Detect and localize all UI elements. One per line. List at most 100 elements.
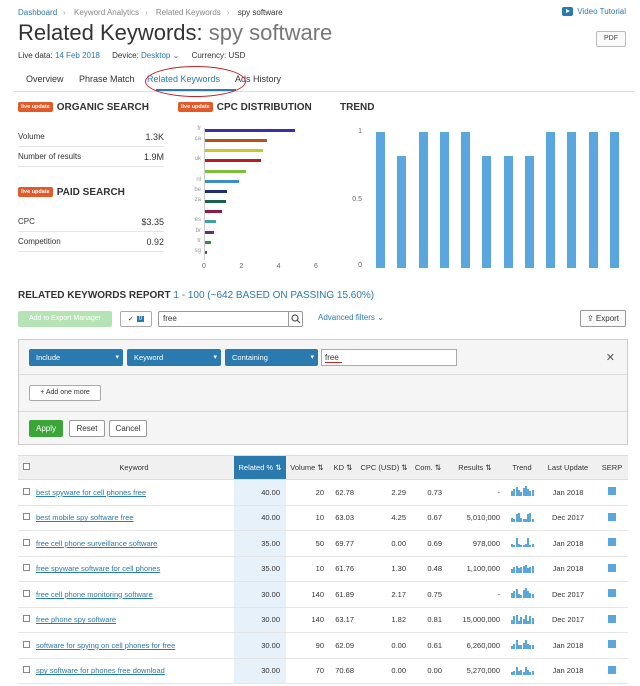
cpc-bar xyxy=(205,159,261,163)
trend-bar xyxy=(482,156,492,268)
trend-sparkline xyxy=(504,556,540,582)
col-volume[interactable]: Volume ⇅ xyxy=(286,455,328,480)
filter-search-input[interactable]: free xyxy=(158,311,303,327)
keyword-link[interactable]: free cell phone monitoring software xyxy=(34,581,234,608)
pdf-button[interactable]: PDF xyxy=(596,31,626,47)
keyword-link[interactable]: free phone spy software xyxy=(34,607,234,633)
row-checkbox[interactable] xyxy=(18,556,34,582)
advanced-filters-toggle[interactable]: Advanced filters ⌄ xyxy=(318,313,384,322)
sparkline-bar xyxy=(531,565,534,573)
serp-icon[interactable] xyxy=(596,505,628,531)
cpc-distribution-heading: live update CPC DISTRIBUTION xyxy=(178,102,312,113)
cpc-x-tick: 4 xyxy=(276,263,281,270)
page-title-text: Related Keywords: xyxy=(18,20,203,45)
cpc-value: 0.00 xyxy=(358,530,410,557)
include-select[interactable]: Include ▾ xyxy=(29,349,123,366)
sparkline-bar xyxy=(511,568,513,573)
kd-value: 62.78 xyxy=(328,479,358,506)
organic-volume-row: Volume 1.3K xyxy=(18,127,164,147)
select-all-checkbox[interactable] xyxy=(18,455,34,480)
report-range: 1 - 100 (~642 BASED ON PASSING 15.60%) xyxy=(173,290,375,301)
tab-ads-history[interactable]: Ads History xyxy=(235,74,282,84)
live-data-date[interactable]: 14 Feb 2018 xyxy=(54,51,100,60)
serp-icon[interactable] xyxy=(596,658,628,684)
sparkline-bar xyxy=(524,588,527,599)
row-checkbox[interactable] xyxy=(18,632,34,659)
col-related[interactable]: Related % ⇅ xyxy=(234,455,286,480)
serp-icon[interactable] xyxy=(596,632,628,659)
device-dropdown[interactable]: Desktop ⌄ xyxy=(141,51,180,60)
sparkline-bar xyxy=(515,614,518,624)
trend-sparkline xyxy=(504,505,540,531)
cpc-value: 2.17 xyxy=(358,581,410,608)
serp-icon[interactable] xyxy=(596,530,628,557)
col-results[interactable]: Results ⇅ xyxy=(446,455,504,480)
export-button[interactable]: ⇪ Export xyxy=(580,310,626,327)
cpc-x-tick: 6 xyxy=(314,263,318,270)
sparkline-bar xyxy=(527,489,530,497)
selected-count-toggle[interactable]: ✓ 0 xyxy=(120,311,152,327)
breadcrumb-related-keywords[interactable]: Related Keywords xyxy=(155,8,221,17)
chevron-down-icon: ▾ xyxy=(115,354,119,361)
paid-search-heading: live update PAID SEARCH xyxy=(18,187,125,198)
keyword-link[interactable]: spy software for phones free download xyxy=(34,658,234,684)
sparkline-bar xyxy=(517,670,520,675)
cpc-value: 0.00 xyxy=(358,632,410,659)
col-kd[interactable]: KD ⇅ xyxy=(328,455,358,480)
filter-value-input[interactable]: free xyxy=(321,349,457,366)
keyword-link[interactable]: best mobile spy software free xyxy=(34,505,234,531)
row-checkbox[interactable] xyxy=(18,658,34,684)
operator-select[interactable]: Containing ▾ xyxy=(225,349,318,366)
sparkline-bar xyxy=(527,591,530,599)
cpc-category-label: es xyxy=(194,217,201,224)
field-select[interactable]: Keyword ▾ xyxy=(127,349,221,366)
row-checkbox[interactable] xyxy=(18,607,34,633)
trend-bar xyxy=(397,156,407,268)
breadcrumb-keyword-analytics[interactable]: Keyword Analytics xyxy=(74,8,139,17)
tab-phrase-match[interactable]: Phrase Match xyxy=(79,74,135,84)
keyword-link[interactable]: software for spying on cell phones for f… xyxy=(34,632,234,659)
reset-button[interactable]: Reset xyxy=(69,420,105,437)
trend-chart: 1 0.5 0 xyxy=(344,128,628,273)
video-tutorial-link[interactable]: Video Tutorial xyxy=(562,7,626,16)
breadcrumb-dashboard[interactable]: Dashboard xyxy=(18,8,58,17)
close-icon[interactable]: ✕ xyxy=(605,352,615,364)
row-checkbox[interactable] xyxy=(18,530,34,557)
serp-icon[interactable] xyxy=(596,556,628,582)
add-to-export-manager-button[interactable]: Add to Export Manager xyxy=(18,311,112,327)
sparkline-bar xyxy=(513,591,516,599)
results-value: - xyxy=(446,581,504,608)
row-checkbox[interactable] xyxy=(18,479,34,506)
sparkline-bar xyxy=(522,545,525,548)
table-row: spy software for phones free download 30.… xyxy=(18,658,628,684)
keyword-link[interactable]: free spyware software for cell phones xyxy=(34,556,234,582)
col-cpc[interactable]: CPC (USD) ⇅ xyxy=(358,455,410,480)
row-checkbox[interactable] xyxy=(18,505,34,531)
serp-icon[interactable] xyxy=(596,607,628,633)
serp-icon[interactable] xyxy=(596,479,628,506)
upload-icon: ⇪ xyxy=(586,314,594,323)
cpc-bar xyxy=(205,189,228,193)
sparkline-bar xyxy=(515,538,518,548)
tab-overview[interactable]: Overview xyxy=(26,74,64,84)
sparkline-bar xyxy=(520,492,523,497)
apply-button[interactable]: Apply xyxy=(29,420,63,437)
cancel-button[interactable]: Cancel xyxy=(109,420,147,437)
sparkline-bar xyxy=(527,644,530,650)
col-com[interactable]: Com. ⇅ xyxy=(410,455,446,480)
search-icon[interactable] xyxy=(288,312,302,326)
add-one-more-button[interactable]: + Add one more xyxy=(29,385,101,401)
col-keyword[interactable]: Keyword xyxy=(34,455,234,480)
keyword-link[interactable]: free cell phone surveillance software xyxy=(34,530,234,557)
serp-icon[interactable] xyxy=(596,581,628,608)
related-value: 35.00 xyxy=(234,530,286,557)
keyword-link[interactable]: best spyware for cell phones free xyxy=(34,479,234,506)
sparkline-bar xyxy=(520,566,523,573)
row-checkbox[interactable] xyxy=(18,581,34,608)
related-value: 30.00 xyxy=(234,581,286,608)
advanced-filter-panel: Include ▾ Keyword ▾ Containing ▾ free ✕ + A… xyxy=(18,339,628,445)
table-header-row: Keyword Related % ⇅ Volume ⇅ KD ⇅ CPC (U… xyxy=(18,455,628,480)
sparkline-bar xyxy=(515,666,518,675)
sparkline-bar xyxy=(511,544,513,548)
last-update-value: Jan 2018 xyxy=(540,658,596,684)
